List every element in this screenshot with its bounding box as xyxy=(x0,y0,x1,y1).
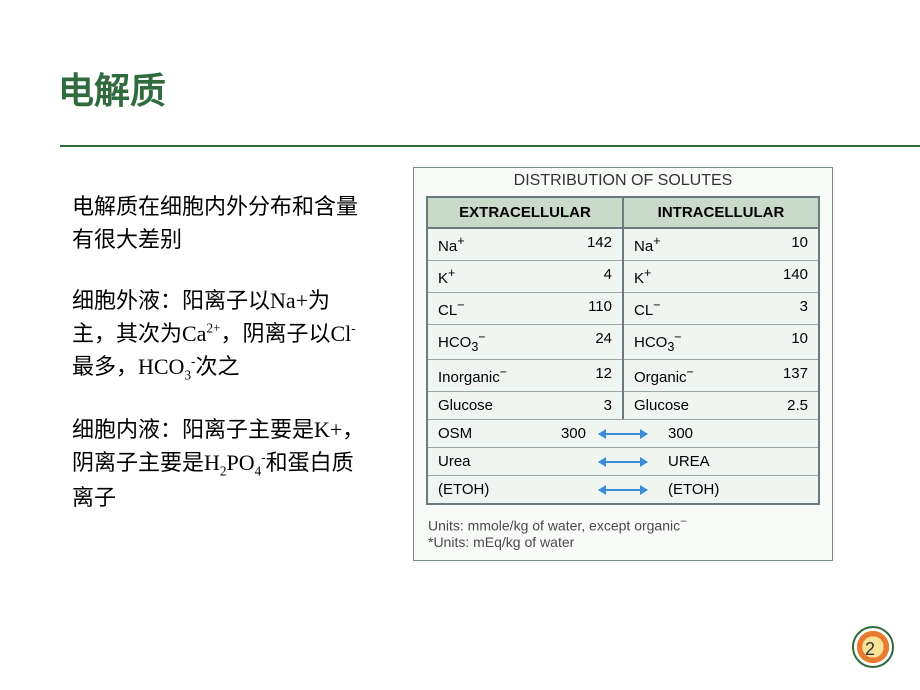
page-number: 2 xyxy=(865,639,875,660)
footnote-1: Units: mmole/kg of water, except organic… xyxy=(428,515,818,534)
table-row: Inorganic−12 xyxy=(428,359,622,391)
row-label: Na+ xyxy=(634,234,762,255)
double-arrow-icon xyxy=(586,484,660,496)
p2-sup1: 2+ xyxy=(206,321,220,336)
header-extracellular: EXTRACELLULAR xyxy=(428,198,624,229)
title-divider xyxy=(60,145,920,147)
table-row: K+140 xyxy=(624,260,818,292)
table-row: Na+10 xyxy=(624,229,818,260)
row-value: 142 xyxy=(566,234,612,255)
solute-distribution-figure: DISTRIBUTION OF SOLUTES EXTRACELLULAR IN… xyxy=(413,167,833,561)
row-value: 12 xyxy=(566,365,612,386)
full-row-right: UREA xyxy=(660,453,808,470)
page-title: 电解质 xyxy=(58,62,166,114)
column-intracellular: Na+10K+140CL−3HCO3−10Organic−137Glucose2… xyxy=(624,229,818,419)
double-arrow-icon xyxy=(586,428,660,440)
table-full-row: (ETOH) (ETOH) xyxy=(428,475,818,503)
paragraph-3: 细胞内液：阳离子主要是K+，阴离子主要是H2PO4-和蛋白质离子 xyxy=(72,413,372,514)
table-row: Na+142 xyxy=(428,229,622,260)
table-row: K+4 xyxy=(428,260,622,292)
full-row-left: Urea xyxy=(438,453,586,470)
figure-title: DISTRIBUTION OF SOLUTES xyxy=(414,168,832,196)
row-value: 137 xyxy=(762,365,808,386)
column-extracellular: Na+142K+4CL−110HCO3−24Inorganic−12Glucos… xyxy=(428,229,624,419)
figure-footnotes: Units: mmole/kg of water, except organic… xyxy=(414,511,832,560)
table-row: HCO3−10 xyxy=(624,324,818,359)
p2-part4: 次之 xyxy=(195,354,239,379)
footnote-2: *Units: mEq/kg of water xyxy=(428,534,818,550)
paragraph-1: 电解质在细胞内外分布和含量有很大差别 xyxy=(72,190,372,256)
row-value: 10 xyxy=(762,234,808,255)
row-label: Organic− xyxy=(634,365,762,386)
row-label: HCO3− xyxy=(634,330,762,354)
row-label: Glucose xyxy=(634,397,762,414)
figure-table: EXTRACELLULAR INTRACELLULAR Na+142K+4CL−… xyxy=(426,196,820,505)
row-label: CL− xyxy=(634,298,762,319)
row-value: 4 xyxy=(566,266,612,287)
table-row: Glucose3 xyxy=(428,391,622,419)
footnote-1-sup: − xyxy=(680,515,687,528)
table-row: HCO3−24 xyxy=(428,324,622,359)
row-value: 3 xyxy=(762,298,808,319)
p2-part2: ，阴离子以Cl xyxy=(220,321,351,346)
full-row-right: (ETOH) xyxy=(660,481,808,498)
row-value: 2.5 xyxy=(762,397,808,414)
table-full-row: Urea UREA xyxy=(428,447,818,475)
row-label: K+ xyxy=(438,266,566,287)
table-row: CL−110 xyxy=(428,292,622,324)
row-value: 3 xyxy=(566,397,612,414)
row-value: 24 xyxy=(566,330,612,354)
full-row-left: (ETOH) xyxy=(438,481,586,498)
p2-sup2: - xyxy=(351,321,355,336)
double-arrow-icon xyxy=(586,456,660,468)
table-body: Na+142K+4CL−110HCO3−24Inorganic−12Glucos… xyxy=(428,229,818,419)
table-header-row: EXTRACELLULAR INTRACELLULAR xyxy=(428,198,818,229)
row-value: 10 xyxy=(762,330,808,354)
table-row: Organic−137 xyxy=(624,359,818,391)
row-value: 140 xyxy=(762,266,808,287)
table-full-row: OSM300 300 xyxy=(428,419,818,447)
header-intracellular: INTRACELLULAR xyxy=(624,198,818,229)
full-row-right: 300 xyxy=(660,425,808,442)
footnote-1-text: Units: mmole/kg of water, except organic xyxy=(428,518,680,534)
full-row-left: OSM300 xyxy=(438,425,586,442)
table-row: Glucose2.5 xyxy=(624,391,818,419)
row-label: Na+ xyxy=(438,234,566,255)
row-label: CL− xyxy=(438,298,566,319)
row-value: 110 xyxy=(566,298,612,319)
body-text: 电解质在细胞内外分布和含量有很大差别 细胞外液：阳离子以Na+为主，其次为Ca2… xyxy=(72,190,372,542)
row-label: Inorganic− xyxy=(438,365,566,386)
row-label: Glucose xyxy=(438,397,566,414)
row-label: K+ xyxy=(634,266,762,287)
table-full-rows: OSM300 300 Urea UREA (ETOH) (ETOH) xyxy=(428,419,818,503)
p3-sub2: 4 xyxy=(255,464,262,479)
p2-part3: 最多，HCO xyxy=(72,354,184,379)
table-row: CL−3 xyxy=(624,292,818,324)
row-label: HCO3− xyxy=(438,330,566,354)
paragraph-2: 细胞外液：阳离子以Na+为主，其次为Ca2+，阴离子以Cl-最多，HCO3-次之 xyxy=(72,284,372,385)
p3-part2: PO xyxy=(226,450,254,475)
p2-sub: 3 xyxy=(184,367,191,382)
